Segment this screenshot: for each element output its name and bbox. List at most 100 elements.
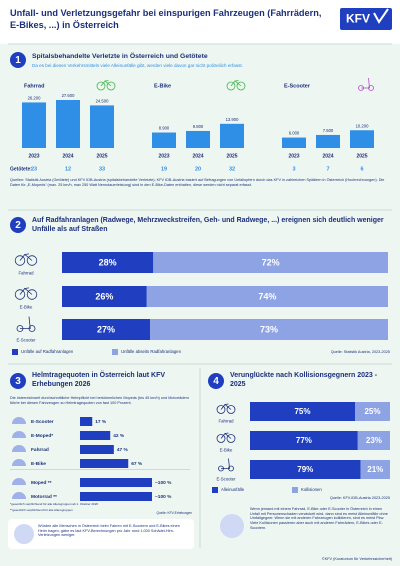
value-label: 26.200 [28, 96, 41, 101]
deaths-value: 19 [161, 166, 167, 172]
section-number: 4 [213, 376, 219, 387]
year-label: 2024 [322, 153, 333, 159]
value-label: ~100 % [155, 480, 172, 486]
section-heading: Helmtragequoten in Österreich laut KFV E… [32, 372, 166, 388]
logo-check [373, 8, 389, 24]
deaths-value: 32 [229, 166, 235, 172]
year-label: 2025 [226, 153, 237, 159]
section-number-bg [10, 52, 26, 68]
icon [216, 434, 226, 443]
icon [361, 77, 370, 89]
icon [220, 432, 232, 439]
bar-segment [360, 460, 390, 479]
icon [14, 289, 26, 300]
value-label: 23% [366, 436, 382, 445]
year-label: 2025 [356, 153, 367, 159]
icon [96, 81, 106, 91]
icon [26, 255, 38, 266]
bar-segment [250, 460, 361, 479]
bar [80, 445, 114, 454]
note-text: Würden alle Menschen in Österreich beim … [38, 524, 180, 538]
value-label: 8.900 [159, 126, 170, 131]
deaths-value: 3 [292, 166, 295, 172]
legend-label: Unfälle abseits Radfahranlagen [121, 349, 182, 354]
bar-segment [357, 431, 390, 450]
bar [80, 417, 93, 426]
bar [90, 105, 114, 148]
bar-segment [146, 286, 388, 307]
legend-label: Unfälle auf Radfahranlagen [21, 349, 74, 354]
value-label: 27% [97, 324, 115, 334]
bar-segment [250, 402, 355, 421]
section-number: 3 [15, 376, 21, 387]
section-number-bg [10, 217, 26, 233]
value-label: 72% [262, 257, 280, 267]
bar [220, 123, 244, 148]
value-label: 79% [297, 465, 313, 474]
helmet-icon [12, 492, 26, 499]
people-icon [220, 514, 244, 538]
helmet-icon [12, 445, 26, 452]
section-text: Die österreichweit durchschnittliche Hel… [10, 396, 189, 405]
bar-segment [62, 286, 147, 307]
value-label: 10.200 [356, 123, 369, 128]
value-label: ~100 % [155, 494, 172, 500]
deaths-value: 12 [65, 166, 71, 172]
year-label: 2023 [158, 153, 169, 159]
value-label: 17 % [95, 419, 107, 425]
category-label: E-Bike [20, 305, 33, 310]
section-number: 1 [15, 55, 21, 66]
category-label: Moped ** [31, 480, 52, 486]
category-label: E-Scooter [216, 477, 236, 482]
logo: KFV [346, 12, 370, 26]
bar [350, 130, 374, 148]
footer: ©KFV (Kuratorium für Verkehrssicherheit) [322, 557, 393, 561]
value-label: 74% [258, 291, 276, 301]
year-label: 2024 [62, 153, 73, 159]
deaths-value: 23 [31, 166, 37, 172]
panel-label: E-Bike [154, 83, 171, 89]
bar-segment [62, 252, 154, 273]
value-label: 13.900 [226, 117, 239, 122]
legend-label: Kollisionen [301, 487, 322, 492]
footnote: *gesetzlich verpflichtend für alle Alter… [10, 502, 99, 506]
bar [152, 132, 176, 148]
deaths-value: 33 [99, 166, 105, 172]
bar-segment [153, 252, 388, 273]
icon [230, 80, 242, 87]
helmet-icon [12, 417, 26, 424]
year-label: 2023 [28, 153, 39, 159]
value-label: 26% [95, 291, 113, 301]
value-label: 28% [99, 257, 117, 267]
value-label: 25% [364, 407, 380, 416]
bar-segment [62, 319, 151, 340]
value-label: 21% [367, 465, 383, 474]
legend-swatch [112, 349, 118, 355]
deaths-value: 6 [360, 166, 363, 172]
helmet-icon [12, 431, 26, 438]
bar [186, 130, 210, 148]
note-box [8, 519, 194, 549]
icon [226, 434, 236, 443]
helmet-icon [12, 459, 26, 466]
bar [80, 492, 152, 501]
bar [80, 478, 152, 487]
footnote: **gesetzlich verpflichtend für alle Alte… [10, 508, 73, 512]
icon [226, 405, 236, 414]
value-label: 42 % [113, 433, 125, 439]
category-label: Motorrad ** [31, 494, 57, 500]
icon [236, 81, 246, 91]
value-label: 9.800 [193, 124, 204, 129]
value-label: 75% [294, 407, 310, 416]
icon [216, 405, 226, 414]
category-label: E-Scooter [31, 419, 54, 425]
bar [56, 100, 80, 148]
bar [22, 102, 46, 148]
source-text: Quellen: Statistik Austria (Getötete) un… [10, 178, 385, 187]
section-heading: Spitalsbehandelte Verletzte in Österreic… [32, 51, 208, 60]
value-label: 67 % [131, 461, 143, 467]
year-label: 2023 [288, 153, 299, 159]
deaths-label: Getötete: [10, 166, 32, 172]
